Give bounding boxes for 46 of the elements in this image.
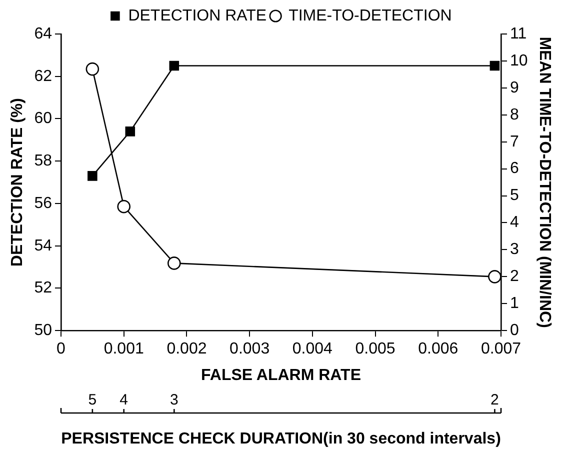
x-tick-label: 0.007 [480, 340, 522, 358]
text: 4 [120, 392, 128, 409]
y-tick-label: 64 [34, 25, 52, 42]
y-tick-label: 50 [34, 322, 52, 340]
text: 3 [170, 392, 178, 409]
x-axis-title: FALSE ALARM RATE [201, 366, 362, 384]
point [125, 126, 136, 136]
x-tick-label: 0.004 [292, 340, 333, 358]
y2-tick-label: 6 [510, 160, 520, 178]
point [117, 200, 131, 214]
y2-tick-label: 9 [510, 79, 520, 96]
point [488, 270, 502, 284]
legend-label: TIME-TO-DETECTION [288, 7, 452, 24]
y-tick-label: 54 [34, 237, 52, 254]
point [86, 62, 100, 76]
y2-tick-label: 5 [510, 187, 520, 204]
y2-tick-label: 0 [510, 322, 520, 340]
y2-tick-label: 4 [510, 214, 520, 232]
y-tick-label: 62 [34, 68, 52, 85]
y2-tick-label: 1 [510, 295, 520, 312]
x-tick-label: 0 [56, 340, 66, 358]
point [88, 171, 98, 181]
text: 2 [490, 392, 499, 409]
y2-tick-label: 2 [510, 268, 520, 286]
y2-axis-title: MEAN TIME-TO-DETECTION (MIN/INC) [536, 36, 553, 328]
y-axis-title: DETECTION RATE (%) [9, 98, 26, 267]
x2-axis-title: PERSISTENCE CHECK DURATION(in 30 second intervals) [61, 430, 501, 448]
x-tick-label: 0.006 [418, 340, 458, 358]
point [490, 60, 500, 71]
legend-label: DETECTION RATE [128, 7, 267, 24]
y2-tick-label: 11 [510, 25, 527, 42]
x-tick-label: 0.002 [166, 340, 207, 358]
point [167, 256, 181, 270]
x-tick-label: 0.003 [230, 340, 270, 358]
y2-tick-label: 3 [510, 241, 520, 258]
y-tick-label: 58 [34, 152, 52, 170]
point [169, 60, 180, 71]
text: 5 [88, 392, 97, 409]
y2-tick-label: 10 [510, 52, 528, 70]
x-tick-label: 0.005 [355, 340, 396, 358]
y-tick-label: 60 [34, 110, 52, 128]
y-tick-label: 52 [34, 280, 52, 297]
y-tick-label: 56 [34, 194, 52, 212]
x-tick-label: 0.001 [104, 340, 144, 358]
y2-tick-label: 7 [510, 133, 520, 150]
y2-tick-label: 8 [510, 106, 520, 124]
